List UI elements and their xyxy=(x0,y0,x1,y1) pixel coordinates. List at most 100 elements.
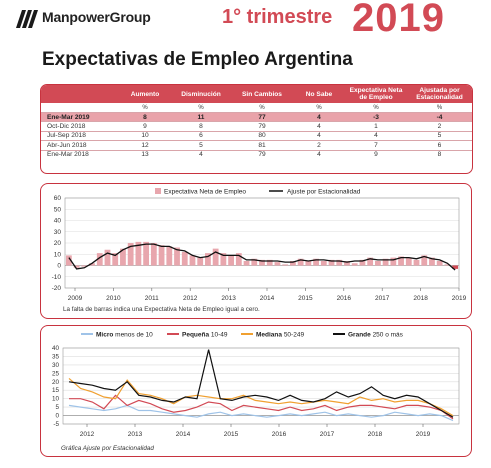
bar-net-outlook xyxy=(89,263,95,266)
x-tick-label: 2012 xyxy=(183,295,198,302)
table-cell: Ene-Mar 2018 xyxy=(47,151,89,159)
bar-net-outlook xyxy=(181,252,188,266)
table-cell: % xyxy=(407,103,472,113)
table-cell: 2 xyxy=(293,140,345,151)
table-cell: -4 xyxy=(407,112,472,123)
table-cell: 81 xyxy=(231,140,293,151)
y-tick-label: 25 xyxy=(52,370,60,377)
y-tick-label: 0 xyxy=(55,413,59,420)
bar-net-outlook xyxy=(282,264,289,266)
x-tick-label: 2016 xyxy=(337,295,352,302)
table-cell: 77 xyxy=(231,112,293,123)
legend-series-range: 250 o más xyxy=(371,332,404,339)
table-cell: 8 xyxy=(119,112,171,123)
series-line-mediana xyxy=(68,377,454,417)
bar-net-outlook xyxy=(166,246,173,266)
legend-swatch-bar xyxy=(155,188,161,194)
table-header xyxy=(41,85,119,103)
x-tick-label: 2009 xyxy=(68,295,83,302)
bar-net-outlook xyxy=(243,261,250,266)
y-tick-label: 10 xyxy=(52,396,60,403)
table-header: Ajustada por Estacionalidad xyxy=(407,85,472,103)
brand-name: ManpowerGroup xyxy=(42,9,151,25)
x-tick-label: 2010 xyxy=(106,295,121,302)
legend-series-name: Pequeña xyxy=(182,332,209,339)
bar-net-outlook xyxy=(205,253,211,266)
x-tick-label: 2015 xyxy=(298,295,313,302)
bar-net-outlook xyxy=(197,257,204,266)
bar-net-outlook xyxy=(127,243,134,266)
bar-net-outlook xyxy=(158,245,165,266)
table-cell: 80 xyxy=(231,131,293,142)
bar-net-outlook xyxy=(150,243,157,266)
x-tick-label: 2011 xyxy=(145,295,159,302)
bar-net-outlook xyxy=(382,258,389,266)
bar-net-outlook xyxy=(251,258,258,266)
legend-series-name: Grande xyxy=(348,332,371,339)
y-tick-label: 30 xyxy=(52,362,60,369)
y-tick-label: 40 xyxy=(54,218,62,225)
table-cell: 5 xyxy=(407,131,472,142)
table-header: No Sabe xyxy=(293,85,345,103)
series-line-pequeña xyxy=(69,394,454,420)
y-tick-label: 60 xyxy=(54,195,62,202)
table-cell: 6 xyxy=(171,131,231,142)
y-tick-label: 50 xyxy=(54,206,62,213)
table-cell: 4 xyxy=(199,151,203,159)
table-cell: 79 xyxy=(258,151,266,159)
bar-net-outlook xyxy=(274,262,281,266)
bar-net-outlook xyxy=(351,263,358,266)
bar-net-outlook xyxy=(73,265,80,268)
organization-size-svg: Micro menos de 10 Pequeña 10-49 Mediana 50… xyxy=(52,332,460,452)
table-cell: 4 xyxy=(293,121,345,132)
table-row: Abr-Jun 2018 12 5 81 2 7 6 xyxy=(41,140,472,151)
y-tick-label: 20 xyxy=(54,240,62,247)
table-cell: 4 xyxy=(317,151,321,159)
table-cell: 8 xyxy=(437,151,442,159)
bar-net-outlook xyxy=(429,257,435,266)
y-tick-label: 30 xyxy=(54,229,62,236)
table-header: Sin Cambios xyxy=(231,85,293,103)
bar-net-outlook xyxy=(212,248,219,266)
bar-net-outlook xyxy=(421,255,428,266)
line-seasonal-adjusted xyxy=(68,243,456,271)
bar-net-outlook xyxy=(220,253,227,266)
quarter-label: 1° trimestre xyxy=(222,6,333,28)
bar-net-outlook xyxy=(320,261,327,266)
bar-net-outlook xyxy=(398,256,404,266)
x-tick-label: 2015 xyxy=(224,431,239,438)
bar-net-outlook xyxy=(189,255,196,266)
net-employment-outlook-chart: 60 50 40 30 20 10 0 -10 -20 2009 2010 2011 2012 2013 2… xyxy=(40,183,472,319)
x-tick-label: 2019 xyxy=(416,431,431,438)
bar-net-outlook xyxy=(266,259,273,266)
x-tick-label: 2012 xyxy=(80,431,95,438)
y-tick-label: 40 xyxy=(52,345,60,352)
table-cell: 7 xyxy=(345,140,407,151)
y-tick-label: -10 xyxy=(52,274,62,281)
y-tick-label: 0 xyxy=(57,263,61,270)
x-tick-label: 2013 xyxy=(221,295,236,302)
bar-net-outlook xyxy=(444,264,451,266)
legend-series-range: 10-49 xyxy=(209,332,228,339)
chart-footnote: Gráfica Ajuste por Estacionalidad xyxy=(61,445,154,452)
bar-net-outlook xyxy=(259,259,265,266)
table-cell: 12 xyxy=(119,140,171,151)
y-tick-label: 35 xyxy=(52,353,60,360)
table-cell: 9 xyxy=(374,151,378,159)
x-tick-label: 2014 xyxy=(260,295,275,302)
table-cell: 9 xyxy=(119,121,171,132)
table-cell: Ene-Mar 2019 xyxy=(41,112,119,123)
chart-note: La falta de barras indica una Expectativ… xyxy=(63,306,260,313)
x-tick-label: 2017 xyxy=(320,431,335,438)
legend-series-name: Micro xyxy=(96,332,113,339)
table-cell: 8 xyxy=(171,121,231,132)
y-tick-label: 5 xyxy=(55,404,59,411)
x-tick-label: 2017 xyxy=(375,295,390,302)
plot-frame xyxy=(62,347,460,425)
table-cell: Abr-Jun 2018 xyxy=(41,140,119,151)
bar-net-outlook xyxy=(112,253,119,266)
legend-label: Pequeña 10-49 xyxy=(182,332,228,339)
y-tick-label: -5 xyxy=(53,421,59,428)
table-cell: Jul-Sep 2018 xyxy=(41,131,119,142)
